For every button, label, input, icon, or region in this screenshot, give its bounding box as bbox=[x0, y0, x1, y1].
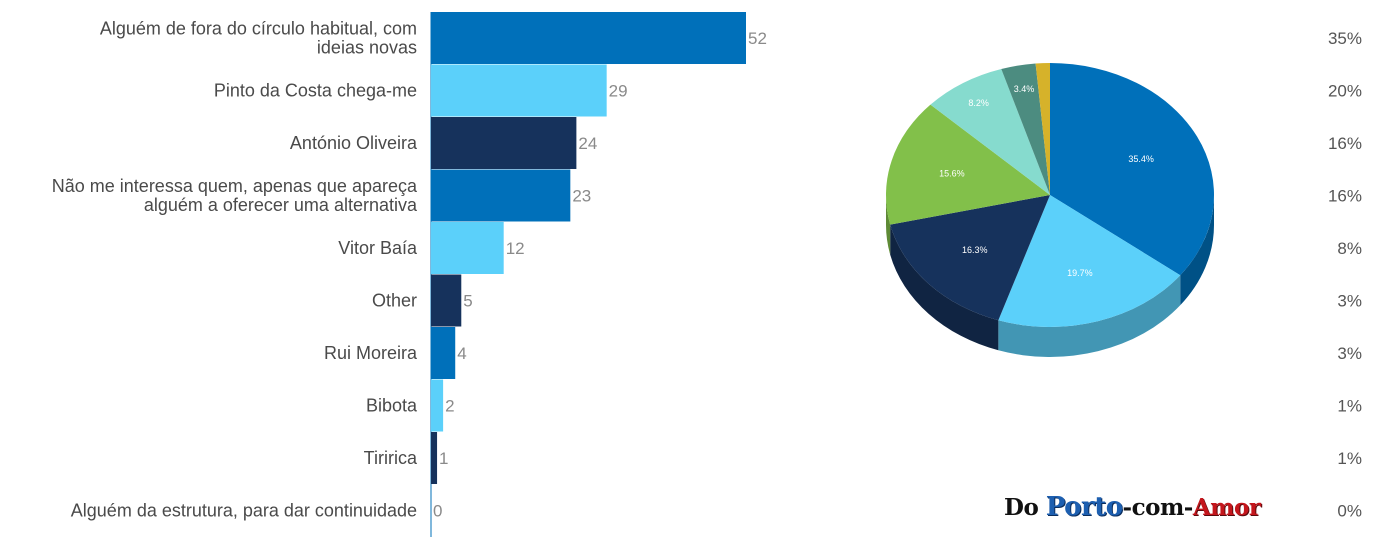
bar bbox=[431, 117, 577, 169]
percentage-label: 3% bbox=[1337, 292, 1362, 311]
category-label: alguém a oferecer uma alternativa bbox=[144, 195, 418, 215]
value-label: 5 bbox=[463, 292, 472, 311]
category-label: António Oliveira bbox=[290, 133, 418, 153]
category-label: Tiririca bbox=[364, 448, 418, 468]
pie-slice bbox=[930, 68, 1050, 195]
bar-row: Bibota 2 1% bbox=[366, 379, 1362, 432]
category-label: Other bbox=[372, 291, 417, 311]
value-label: 1 bbox=[439, 449, 448, 468]
watermark-text-amor: Amor bbox=[1192, 494, 1261, 521]
bar-row: Other 5 3% bbox=[372, 274, 1362, 327]
pie-slice-side bbox=[890, 224, 999, 351]
value-label: 4 bbox=[457, 344, 466, 363]
bar bbox=[431, 64, 607, 117]
pie-slice bbox=[998, 195, 1181, 327]
bar-row: Alguém da estrutura, para dar continuida… bbox=[71, 501, 1362, 521]
pie-slice-side bbox=[886, 195, 891, 255]
percentage-label: 20% bbox=[1328, 82, 1362, 101]
pie-slice-label: 19.7% bbox=[1067, 268, 1093, 278]
percentage-label: 1% bbox=[1337, 449, 1362, 468]
pie-slice-label: 16.3% bbox=[962, 245, 988, 255]
pie-slice-label: 35.4% bbox=[1128, 154, 1154, 164]
bar bbox=[431, 432, 438, 484]
percentage-label: 16% bbox=[1328, 134, 1362, 153]
pie-slice bbox=[1001, 63, 1050, 196]
bar-row: Rui Moreira 4 3% bbox=[324, 327, 1362, 379]
category-label: Alguém de fora do círculo habitual, com bbox=[100, 19, 417, 39]
value-label: 0 bbox=[433, 502, 442, 521]
bar bbox=[431, 327, 456, 379]
category-label: Pinto da Costa chega-me bbox=[214, 81, 417, 101]
bar-row: Pinto da Costa chega-me 29 20% bbox=[214, 64, 1362, 117]
bar bbox=[431, 169, 571, 222]
pie-slice bbox=[1035, 63, 1050, 195]
watermark-text-do: Do bbox=[1004, 494, 1046, 521]
percentage-label: 35% bbox=[1328, 29, 1362, 48]
pie-slice-label: 8.2% bbox=[968, 98, 989, 108]
category-label: Não me interessa quem, apenas que apareç… bbox=[52, 176, 418, 196]
bar-row: Vitor Baía 12 8% bbox=[338, 222, 1362, 274]
pie-slice bbox=[886, 104, 1050, 225]
pie-slice-side bbox=[998, 275, 1181, 358]
pie-slice-side bbox=[1180, 195, 1214, 306]
value-label: 24 bbox=[578, 134, 597, 153]
percentage-label: 3% bbox=[1337, 344, 1362, 363]
bar-row: Tiririca 1 1% bbox=[364, 432, 1362, 484]
watermark-text-porto: Porto bbox=[1045, 492, 1123, 522]
category-label: ideias novas bbox=[317, 38, 417, 58]
value-label: 2 bbox=[445, 397, 454, 416]
pie-chart: 35.4% 19.7% 16.3% 15.6% 8.2% 3.4% bbox=[886, 63, 1214, 358]
category-label: Alguém da estrutura, para dar continuida… bbox=[71, 501, 417, 521]
category-label: Rui Moreira bbox=[324, 343, 418, 363]
value-label: 23 bbox=[572, 187, 591, 206]
bar bbox=[431, 379, 444, 432]
bar-row: António Oliveira 24 16% bbox=[290, 117, 1362, 169]
bar-row: Não me interessa quem, apenas que apareç… bbox=[52, 169, 1362, 222]
percentage-label: 1% bbox=[1337, 397, 1362, 416]
pie-slice-label: 3.4% bbox=[1014, 84, 1035, 94]
value-label: 29 bbox=[609, 82, 628, 101]
percentage-label: 0% bbox=[1337, 502, 1362, 521]
bar bbox=[431, 12, 746, 64]
value-label: 52 bbox=[748, 29, 767, 48]
bar-row: Alguém de fora do círculo habitual, comi… bbox=[100, 12, 1362, 64]
pie-slice bbox=[890, 195, 1050, 321]
category-label: Vitor Baía bbox=[338, 238, 418, 258]
percentage-label: 16% bbox=[1328, 187, 1362, 206]
category-label: Bibota bbox=[366, 396, 418, 416]
value-label: 12 bbox=[506, 239, 525, 258]
site-watermark-logo: Do Porto-com-Amor bbox=[1004, 492, 1264, 526]
bar bbox=[431, 274, 462, 327]
pie-slice-label: 15.6% bbox=[939, 169, 965, 179]
watermark-text-com: -com- bbox=[1122, 494, 1194, 521]
bar bbox=[431, 222, 504, 274]
pie-slice bbox=[1050, 63, 1214, 276]
percentage-label: 8% bbox=[1337, 239, 1362, 258]
